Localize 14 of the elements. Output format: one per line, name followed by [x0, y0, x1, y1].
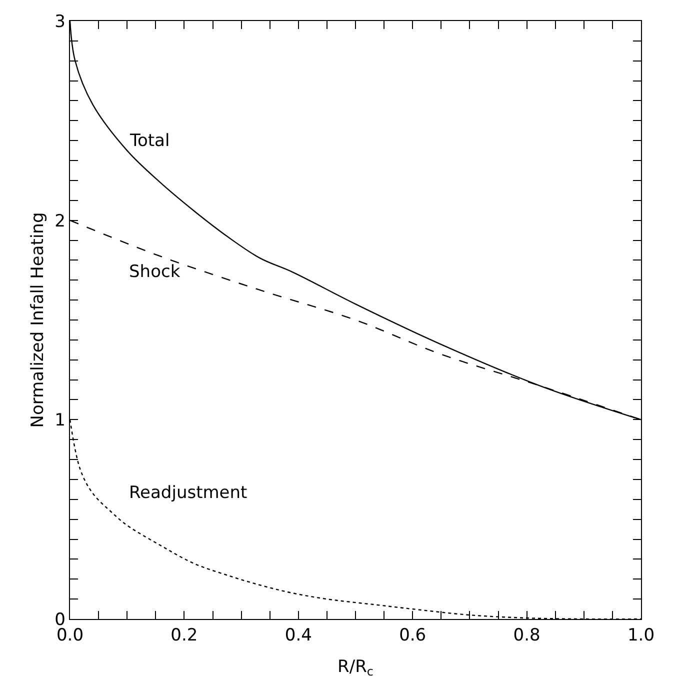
x-tick-label: 1.0 — [627, 626, 655, 646]
annotation: Readjustment — [129, 483, 248, 503]
y-tick-label: 3 — [54, 12, 66, 32]
x-tick-label: 0.4 — [284, 626, 312, 646]
x-tick-label: 0.8 — [513, 626, 540, 646]
annotation: Shock — [129, 262, 180, 282]
x-axis-title: R/R$_{c}$ — [338, 656, 374, 678]
x-tick-label: 0.0 — [56, 626, 84, 646]
y-axis-title: Normalized Infall Heating — [28, 212, 48, 428]
y-tick-label: 2 — [54, 211, 66, 232]
x-tick-label: 0.6 — [399, 626, 426, 646]
x-tick-label: 0.2 — [170, 626, 198, 646]
annotation: Total — [129, 131, 170, 151]
y-tick-label: 1 — [54, 410, 66, 431]
